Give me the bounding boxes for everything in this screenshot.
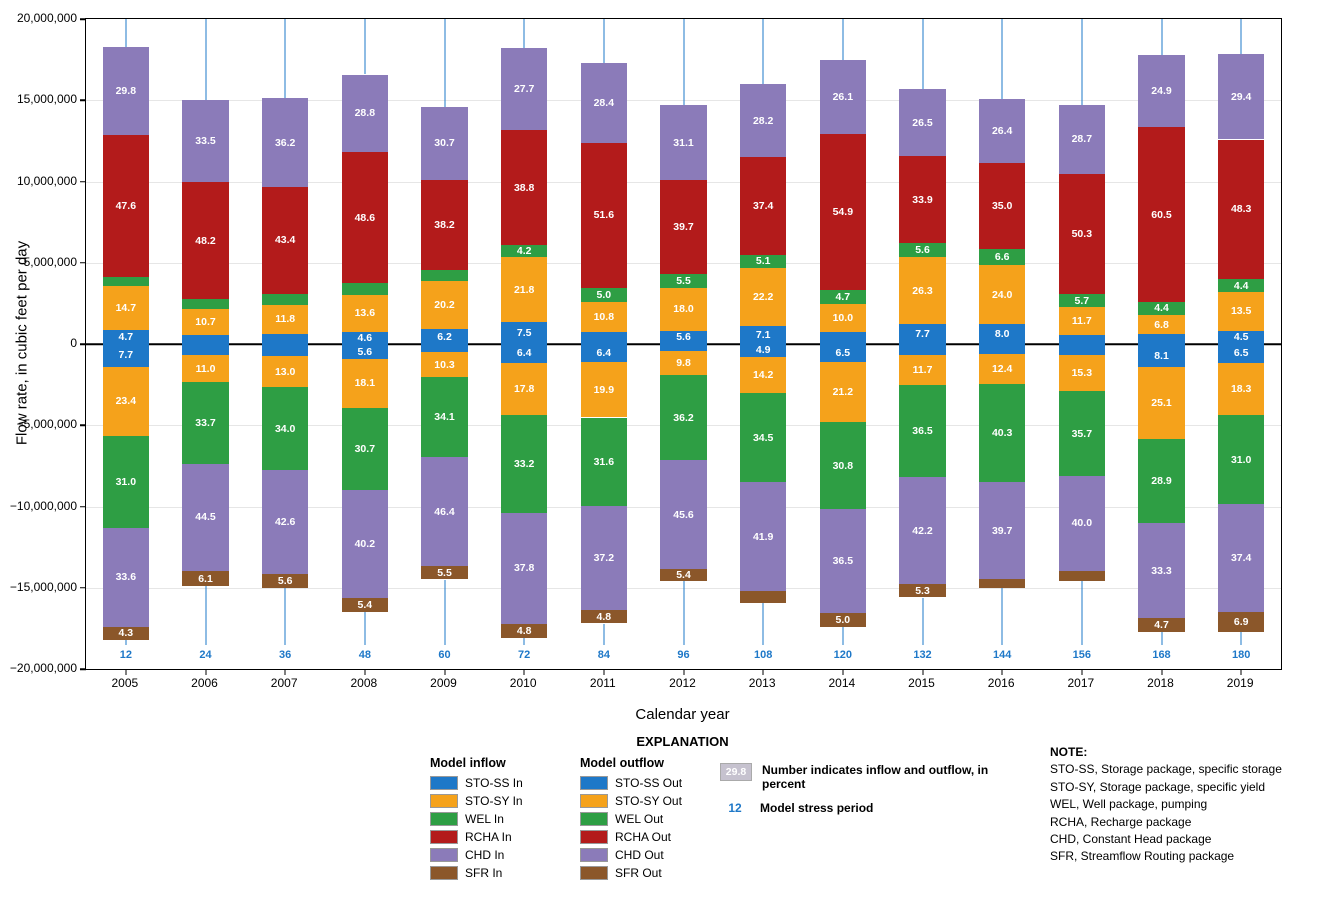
note-heading: NOTE: xyxy=(1050,744,1282,761)
legend-outflow: Model outflow STO-SS OutSTO-SY OutWEL Ou… xyxy=(580,756,682,884)
figure-container: { "chart": { "type": "stacked-bar-diverg… xyxy=(0,0,1320,900)
x-axis-label: Calendar year xyxy=(85,706,1280,723)
plot-area: 4.714.747.629.87.723.431.033.64.31210.74… xyxy=(85,18,1282,670)
note-block: NOTE: STO-SS, Storage package, specific … xyxy=(1050,744,1282,866)
legend-inflow-heading: Model inflow xyxy=(430,756,523,770)
percent-badge-text: Number indicates inflow and outflow, in … xyxy=(762,763,988,791)
legend-inflow: Model inflow STO-SS InSTO-SY InWEL InRCH… xyxy=(430,756,523,884)
stress-period-sample: 12 xyxy=(720,801,750,815)
stress-period-text: Model stress period xyxy=(760,801,873,815)
legend-outflow-heading: Model outflow xyxy=(580,756,682,770)
legend-annotation: 29.8 Number indicates inflow and outflow… xyxy=(720,763,992,815)
percent-badge-icon: 29.8 xyxy=(720,763,752,781)
